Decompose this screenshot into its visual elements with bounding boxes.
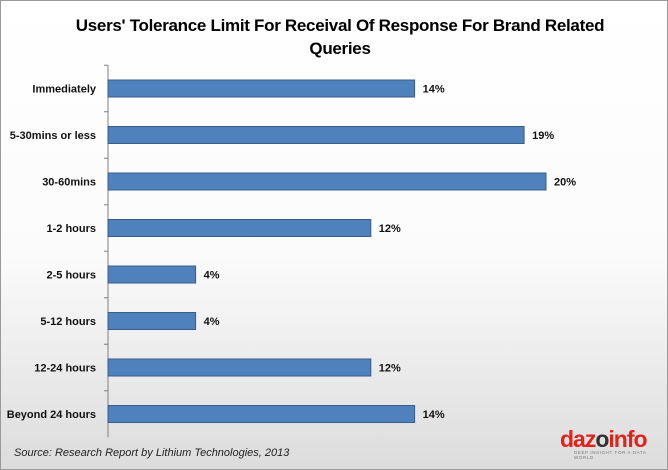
logo-tagline: DEEP INSIGHT FOR A DATA WORLD: [574, 450, 647, 460]
value-label: 14%: [423, 84, 445, 96]
category-label: 1-2 hours: [46, 223, 96, 235]
source-note: Source: Research Report by Lithium Techn…: [14, 447, 290, 459]
chart-title-line-1: Users' Tolerance Limit For Receival Of R…: [75, 16, 605, 35]
value-label: 19%: [532, 130, 554, 142]
bar-7: [107, 405, 416, 423]
category-label: Immediately: [32, 84, 96, 96]
category-label: 2-5 hours: [46, 270, 96, 282]
dazeinfo-logo: dazoinfo DEEP INSIGHT FOR A DATA WORLD: [560, 426, 656, 464]
bar-5: [107, 312, 197, 330]
value-label: 14%: [423, 409, 445, 421]
logo-word-mid: o: [595, 426, 609, 452]
value-label: 4%: [204, 270, 220, 282]
bar-6: [107, 358, 372, 377]
value-label: 4%: [204, 316, 220, 328]
category-label: Beyond 24 hours: [7, 409, 96, 421]
logo-wordmark: dazoinfo: [560, 426, 656, 452]
bar-1: [107, 126, 525, 144]
bar-0: [107, 79, 416, 98]
logo-word-right: info: [608, 426, 647, 452]
category-label: 5-12 hours: [40, 316, 96, 328]
chart-title: Users' Tolerance Limit For Receival Of R…: [60, 14, 620, 60]
bar-3: [107, 219, 372, 237]
category-label: 30-60mins: [42, 177, 96, 189]
value-label: 12%: [379, 223, 401, 235]
category-label: 5-30mins or less: [10, 130, 96, 142]
value-label: 20%: [554, 177, 576, 189]
category-label: 12-24 hours: [34, 363, 96, 375]
value-label: 12%: [379, 363, 401, 375]
bar-2: [107, 172, 547, 191]
logo-word-left: daz: [560, 426, 596, 452]
bar-4: [107, 265, 197, 284]
chart-title-line-2: Queries: [309, 39, 371, 58]
